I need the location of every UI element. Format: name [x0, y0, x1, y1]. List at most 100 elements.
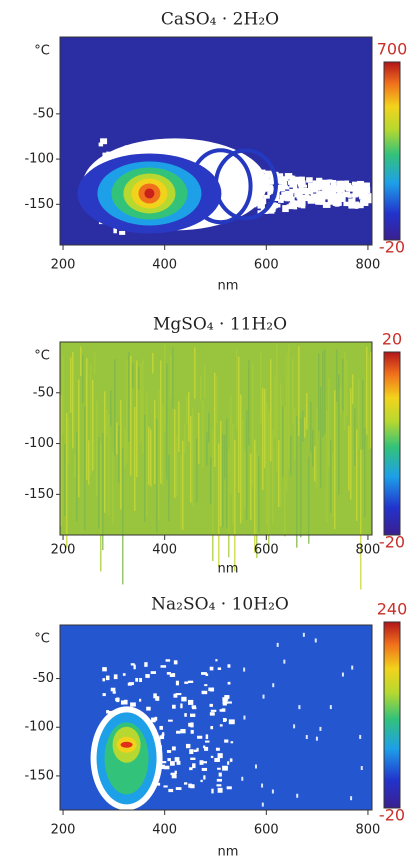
halo: [277, 173, 284, 177]
speckle: [172, 704, 176, 709]
streak: [256, 452, 258, 558]
halo: [327, 198, 336, 205]
streak: [152, 353, 154, 374]
halo: [295, 200, 302, 207]
halo: [324, 194, 333, 200]
streak: [186, 394, 188, 424]
speckle: [183, 782, 188, 785]
halo: [315, 200, 321, 205]
streak: [218, 443, 220, 567]
streak: [358, 377, 360, 450]
halo: [318, 191, 323, 195]
streak: [292, 358, 294, 426]
speckle: [222, 697, 229, 701]
halo: [363, 183, 368, 190]
speckle: [159, 735, 165, 740]
speckle: [219, 709, 223, 712]
streak: [328, 378, 330, 468]
streak: [166, 363, 168, 480]
halo: [263, 194, 270, 199]
streak: [156, 419, 158, 533]
halo: [293, 202, 298, 210]
speckle: [171, 673, 176, 677]
streak: [114, 359, 116, 456]
plot-frame: [59, 624, 373, 811]
speckle: [230, 741, 234, 744]
streak: [62, 355, 64, 434]
speckle: [204, 684, 208, 687]
speckle: [180, 703, 183, 709]
halo: [304, 191, 309, 198]
streak: [230, 395, 232, 495]
speckle: [146, 674, 149, 678]
halo: [113, 227, 117, 234]
halo: [281, 191, 288, 198]
y-tick-label: -50: [33, 671, 54, 686]
halo: [353, 184, 359, 191]
halo: [289, 180, 294, 186]
speckle: [193, 749, 198, 752]
halo: [352, 189, 361, 197]
speckle: [227, 664, 231, 668]
speckle: [160, 665, 167, 668]
streak: [70, 357, 72, 413]
speckle: [176, 760, 181, 765]
speckle: [217, 787, 223, 793]
colorbar-min-label: -20: [379, 533, 405, 552]
x-tick-label: 200: [51, 543, 76, 558]
streak: [322, 350, 324, 437]
halo: [307, 195, 315, 203]
speckle: [190, 729, 194, 734]
halo: [299, 183, 304, 187]
streak: [242, 419, 244, 521]
halo: [365, 197, 373, 201]
halo: [362, 200, 369, 206]
streak: [272, 430, 274, 524]
streak: [200, 375, 202, 402]
halo: [267, 191, 272, 196]
halo: [338, 196, 346, 202]
streak: [244, 450, 246, 509]
streak: [164, 344, 166, 432]
speckle: [209, 703, 213, 707]
halo: [324, 189, 333, 196]
speckle: [166, 672, 171, 675]
speckle: [261, 783, 264, 788]
y-tick-label: -100: [24, 720, 54, 735]
halo: [366, 193, 373, 200]
speckle: [160, 764, 165, 769]
streak: [232, 423, 234, 525]
halo: [284, 190, 293, 196]
halo: [261, 169, 266, 174]
streak: [202, 400, 204, 468]
streak: [96, 401, 98, 497]
speckle: [168, 788, 174, 793]
streak: [140, 363, 142, 442]
speckle: [154, 716, 158, 721]
speckle: [224, 739, 229, 743]
halo: [358, 193, 365, 198]
streak: [144, 414, 146, 522]
streak: [154, 400, 156, 485]
streak: [86, 357, 88, 481]
speckle: [112, 691, 116, 694]
y-tick-label: -100: [24, 152, 54, 167]
streak: [176, 435, 178, 497]
halo: [339, 185, 345, 192]
streak: [130, 355, 132, 476]
x-axis-label: nm: [218, 845, 239, 860]
streak: [94, 352, 96, 375]
colorbar-min-label: -20: [379, 806, 405, 825]
speckle: [160, 761, 167, 764]
halo: [354, 202, 359, 209]
streak: [252, 363, 254, 487]
halo: [319, 196, 323, 202]
speckle: [254, 764, 257, 769]
streak: [334, 390, 336, 530]
speckle: [135, 677, 139, 682]
halo: [282, 205, 289, 213]
streak: [112, 451, 114, 524]
streak: [310, 401, 312, 453]
streak: [168, 454, 170, 522]
streak: [294, 408, 296, 461]
